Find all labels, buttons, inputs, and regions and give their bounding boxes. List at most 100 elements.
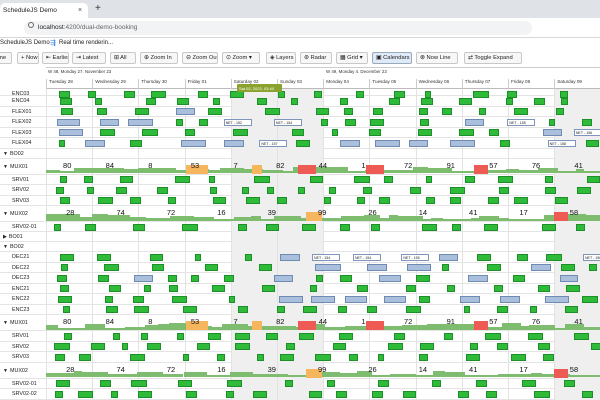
booking-bar[interactable] (590, 343, 600, 350)
booking-bar[interactable] (87, 186, 94, 194)
booking-bar[interactable] (217, 353, 225, 361)
booking-bar[interactable] (234, 343, 250, 350)
network-booking[interactable]: NET - 154 (352, 253, 381, 261)
booking-bar[interactable] (98, 274, 110, 282)
close-tab-icon[interactable]: × (78, 7, 83, 14)
row-label[interactable]: ▼ BO02 (0, 244, 46, 250)
booking-bar[interactable] (479, 108, 486, 115)
expand-chevron-icon[interactable]: ▶ (3, 234, 7, 240)
booking-bar[interactable] (171, 295, 188, 303)
booking-bar[interactable] (543, 353, 555, 361)
booking-bar[interactable] (302, 306, 318, 313)
maintenance-bar[interactable] (56, 118, 81, 126)
booking-bar[interactable] (425, 176, 433, 183)
booking-bar[interactable] (499, 186, 509, 194)
booking-bar[interactable] (332, 343, 347, 350)
booking-bar[interactable] (131, 380, 147, 387)
booking-bar[interactable] (444, 332, 453, 340)
booking-bar[interactable] (487, 197, 500, 204)
booking-bar[interactable] (451, 223, 461, 231)
booking-bar[interactable] (265, 332, 279, 340)
maintenance-bar[interactable] (345, 295, 368, 303)
booking-bar[interactable] (513, 108, 529, 115)
maintenance-bar[interactable] (180, 139, 206, 147)
booking-bar[interactable] (134, 306, 149, 313)
booking-bar[interactable] (484, 332, 501, 340)
booking-bar[interactable] (529, 306, 538, 313)
booking-bar[interactable] (298, 332, 315, 340)
booking-bar[interactable] (534, 97, 545, 105)
booking-bar[interactable] (100, 380, 112, 387)
maintenance-bar[interactable] (85, 139, 106, 147)
booking-bar[interactable] (182, 353, 190, 361)
booking-bar[interactable] (96, 253, 111, 261)
booking-bar[interactable] (586, 139, 600, 147)
booking-bar[interactable] (181, 223, 198, 231)
critical-block[interactable] (298, 164, 316, 174)
booking-bar[interactable] (261, 285, 276, 292)
critical-block[interactable] (366, 321, 384, 330)
booking-bar[interactable] (103, 264, 119, 271)
booking-bar[interactable] (421, 223, 438, 231)
booking-bar[interactable] (510, 353, 527, 361)
booking-bar[interactable] (465, 176, 475, 183)
booking-bar[interactable] (587, 176, 600, 183)
booking-bar[interactable] (140, 332, 149, 340)
booking-bar[interactable] (449, 197, 461, 204)
maintenance-bar[interactable] (133, 274, 154, 282)
booking-bar[interactable] (241, 186, 249, 194)
maintenance-bar[interactable] (407, 264, 432, 271)
booking-bar[interactable] (213, 197, 227, 204)
booking-bar[interactable] (464, 306, 471, 313)
booking-bar[interactable] (420, 97, 433, 105)
booking-bar[interactable] (276, 197, 288, 204)
booking-bar[interactable] (279, 353, 294, 361)
booking-bar[interactable] (85, 223, 97, 231)
booking-bar[interactable] (195, 253, 202, 261)
booking-bar[interactable] (183, 306, 197, 313)
booking-bar[interactable] (484, 223, 499, 231)
network-booking[interactable]: NET - 155 (507, 118, 536, 126)
booking-bar[interactable] (406, 306, 422, 313)
toolbar-button-11[interactable]: ▣ Calendars (372, 52, 412, 64)
booking-bar[interactable] (323, 197, 331, 204)
booking-bar[interactable] (418, 353, 428, 361)
booking-bar[interactable] (129, 353, 145, 361)
day-label[interactable]: Thursday 07 (461, 79, 490, 89)
maintenance-bar[interactable] (340, 139, 361, 147)
row-label[interactable]: ▼ MUX02 (0, 368, 46, 374)
network-booking[interactable]: NET - 156 (573, 129, 600, 136)
booking-bar[interactable] (205, 264, 219, 271)
booking-bar[interactable] (309, 390, 322, 398)
row-label[interactable]: ▼ BO02 (0, 151, 46, 157)
day-label[interactable]: Friday 01 (184, 79, 207, 89)
booking-bar[interactable] (235, 332, 251, 340)
toolbar-button-5[interactable]: ⊕ Zoom In (140, 52, 178, 64)
maintenance-bar[interactable] (278, 295, 303, 303)
network-booking[interactable]: NET - 156 (582, 253, 600, 261)
booking-bar[interactable] (197, 90, 208, 98)
booking-bar[interactable] (506, 97, 514, 105)
booking-bar[interactable] (229, 295, 236, 303)
booking-bar[interactable] (419, 108, 428, 115)
booking-bar[interactable] (582, 118, 593, 126)
row-label[interactable]: ▼ MUX02 (0, 211, 46, 217)
booking-bar[interactable] (238, 223, 247, 231)
booking-bar[interactable] (142, 129, 159, 136)
booking-bar[interactable] (356, 90, 364, 98)
booking-bar[interactable] (56, 186, 64, 194)
booking-bar[interactable] (94, 97, 103, 105)
booking-bar[interactable] (513, 197, 528, 204)
booking-bar[interactable] (566, 285, 581, 292)
expand-chevron-icon[interactable]: ▼ (3, 163, 8, 170)
booking-bar[interactable] (257, 97, 267, 105)
realtime-icon[interactable]: ⇶ (50, 40, 56, 47)
booking-bar[interactable] (266, 186, 275, 194)
booking-bar[interactable] (339, 332, 353, 340)
booking-bar[interactable] (420, 343, 434, 350)
day-label[interactable]: Wednesday 06 (415, 79, 449, 89)
booking-bar[interactable] (209, 176, 216, 183)
network-booking[interactable]: NET - 158 (547, 139, 576, 147)
booking-bar[interactable] (184, 129, 196, 136)
warning-block[interactable] (252, 321, 262, 330)
